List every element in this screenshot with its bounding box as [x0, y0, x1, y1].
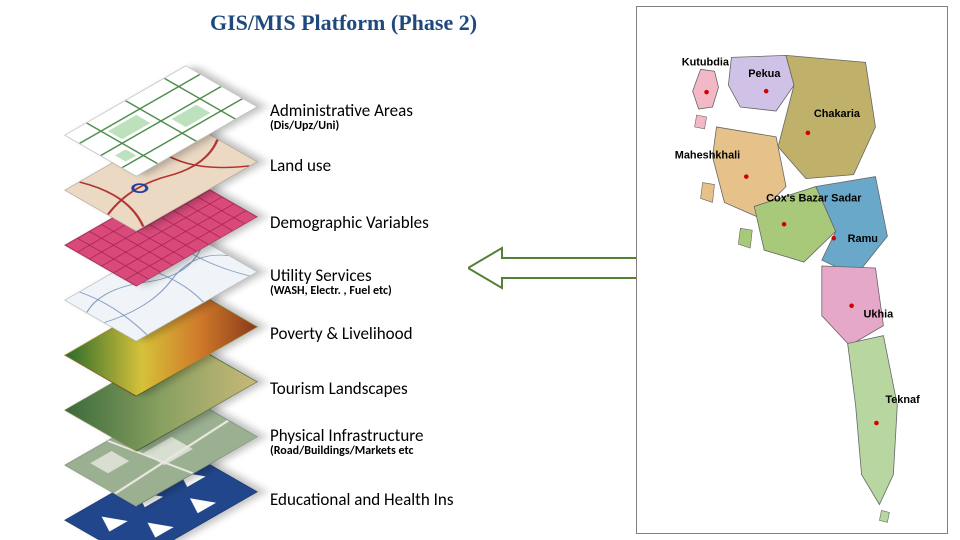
- map-dot: [806, 131, 811, 136]
- map-dot: [874, 421, 879, 426]
- layer-label-main: Utility Services: [270, 265, 392, 286]
- map-dot: [849, 303, 854, 308]
- layer-label: Utility Services(WASH, Electr. , Fuel et…: [270, 265, 392, 298]
- map-label: Pekua: [748, 68, 781, 80]
- layer-label-main: Educational and Health Ins: [270, 489, 453, 510]
- district-map: Kutubdia Pekua Chakaria Maheshkhali Cox's Ba…: [636, 6, 948, 534]
- map-label: Kutubdia: [682, 56, 730, 68]
- map-region-teknaf: [848, 336, 898, 505]
- map-island: [879, 510, 889, 522]
- layer-label-main: Land use: [270, 155, 331, 176]
- layer-label-sub: (Road/Buildings/Markets etc: [270, 444, 423, 458]
- map-label: Ukhia: [864, 309, 895, 321]
- layer-label-sub: (Dis/Upz/Uni): [270, 119, 413, 133]
- layer-label: Physical Infrastructure(Road/Buildings/M…: [270, 425, 423, 458]
- layer-label: Land use: [270, 155, 331, 176]
- map-dot: [704, 90, 709, 95]
- map-label: Cox's Bazar Sadar: [766, 192, 862, 204]
- map-label: Maheshkhali: [675, 150, 740, 162]
- map-dot: [831, 236, 836, 241]
- map-dot: [782, 222, 787, 227]
- layer-label: Poverty & Livelihood: [270, 323, 413, 344]
- layer-label-main: Tourism Landscapes: [270, 378, 408, 399]
- layer-label-main: Demographic Variables: [270, 212, 429, 233]
- map-region-kutubdia: [693, 69, 719, 109]
- map-label: Chakaria: [814, 108, 861, 120]
- layer-label-sub: (WASH, Electr. , Fuel etc): [270, 284, 392, 298]
- map-dot: [764, 89, 769, 94]
- map-island: [701, 183, 715, 203]
- layer-label: Administrative Areas(Dis/Upz/Uni): [270, 100, 413, 133]
- layer-label-main: Physical Infrastructure: [270, 425, 423, 446]
- layer-label: Demographic Variables: [270, 212, 429, 233]
- map-island: [695, 115, 707, 129]
- layer-label: Tourism Landscapes: [270, 378, 408, 399]
- layer-label-main: Administrative Areas: [270, 100, 413, 121]
- layers-stack: [75, 70, 295, 530]
- map-region-pekua: [728, 55, 794, 111]
- page-title: GIS/MIS Platform (Phase 2): [210, 10, 477, 36]
- map-dot: [744, 174, 749, 179]
- layer-label: Educational and Health Ins: [270, 489, 453, 510]
- layer-label-main: Poverty & Livelihood: [270, 323, 413, 344]
- map-island: [738, 228, 752, 248]
- map-label: Ramu: [848, 233, 878, 245]
- map-label: Teknaf: [885, 394, 920, 406]
- flow-arrow: [468, 246, 638, 290]
